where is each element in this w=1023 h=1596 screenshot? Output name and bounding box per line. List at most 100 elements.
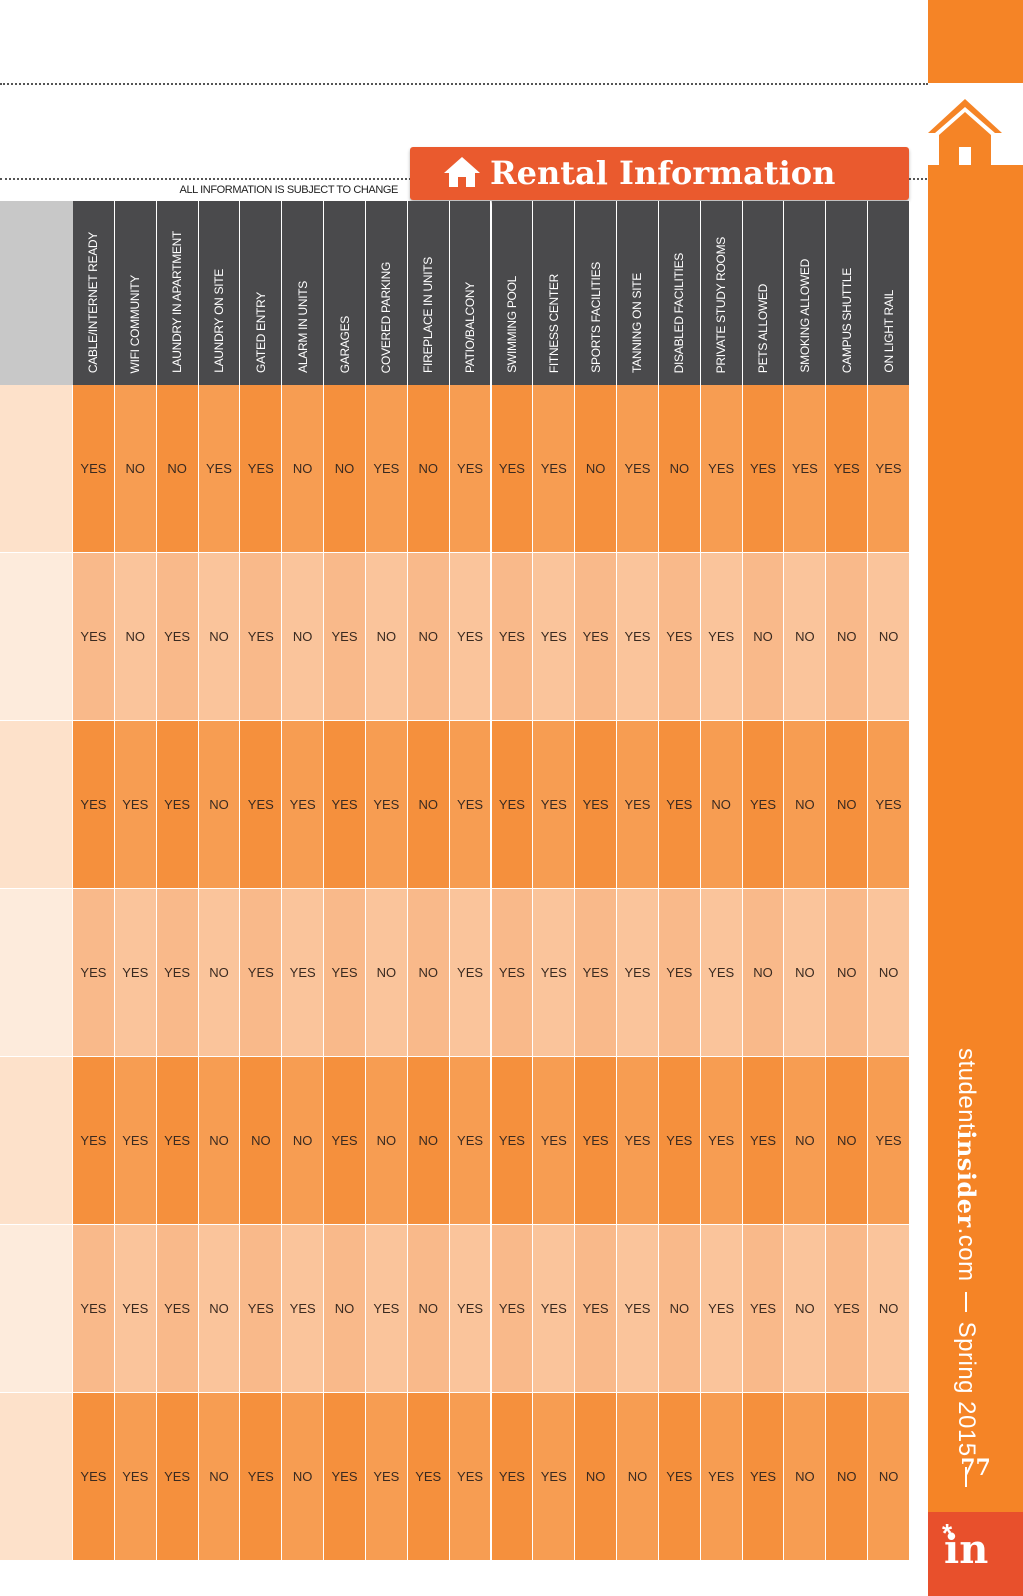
table-cell: NO bbox=[365, 553, 408, 721]
table-cell: YES bbox=[658, 721, 701, 889]
table-cell: NO bbox=[575, 385, 618, 553]
table-cell: YES bbox=[533, 1225, 576, 1393]
table-cell: YES bbox=[240, 721, 283, 889]
table-cell: NO bbox=[282, 1057, 325, 1225]
table-cell: YES bbox=[156, 889, 199, 1057]
table-cell: YES bbox=[575, 721, 618, 889]
header-corner bbox=[0, 201, 73, 385]
table-cell: YES bbox=[282, 721, 325, 889]
table-cell: YES bbox=[491, 1225, 534, 1393]
table-cell: YES bbox=[324, 889, 366, 1057]
table-cell: YES bbox=[73, 385, 115, 553]
column-header: ALARM IN UNITS bbox=[282, 201, 325, 385]
table-cell: YES bbox=[324, 553, 366, 721]
column-header: SPORTS FACILITIES bbox=[575, 201, 618, 385]
table-cell: NO bbox=[784, 1393, 827, 1561]
table-cell: YES bbox=[491, 721, 534, 889]
table-cell: YES bbox=[73, 553, 115, 721]
table-cell: YES bbox=[700, 1393, 743, 1561]
table-cell: YES bbox=[617, 553, 659, 721]
column-label: LAUNDRY IN APARTMENT bbox=[170, 231, 185, 373]
logo-box: * in bbox=[928, 1512, 1023, 1596]
table-cell: NO bbox=[868, 1225, 910, 1393]
table-cell: YES bbox=[449, 553, 492, 721]
column-header: COVERED PARKING bbox=[365, 201, 408, 385]
site-suffix: .com bbox=[953, 1227, 980, 1282]
table-cell: NO bbox=[868, 889, 910, 1057]
table-cell: YES bbox=[533, 385, 576, 553]
season: Spring 2015 bbox=[953, 1321, 980, 1457]
table-cell: YES bbox=[73, 721, 115, 889]
column-label: SMOKING ALLOWED bbox=[797, 259, 812, 373]
column-header: WIFI COMMUNITY bbox=[114, 201, 157, 385]
column-label: PATIO/BALCONY bbox=[463, 281, 478, 373]
column-header: PETS ALLOWED bbox=[742, 201, 785, 385]
table-cell: YES bbox=[575, 1225, 618, 1393]
column-label: FITNESS CENTER bbox=[546, 273, 561, 373]
table-cell: YES bbox=[449, 1393, 492, 1561]
table-cell: YES bbox=[491, 553, 534, 721]
logo-asterisk: * bbox=[942, 1518, 953, 1548]
column-label: ALARM IN UNITS bbox=[295, 281, 310, 373]
table-cell: NO bbox=[324, 385, 366, 553]
table-cell: YES bbox=[700, 889, 743, 1057]
table-cell: YES bbox=[282, 889, 325, 1057]
table-cell: YES bbox=[742, 385, 785, 553]
table-cell: YES bbox=[868, 1057, 910, 1225]
table-cell: NO bbox=[784, 1057, 827, 1225]
table-cell: YES bbox=[700, 1225, 743, 1393]
table-cell: YES bbox=[658, 1393, 701, 1561]
site-name: insider bbox=[952, 1130, 981, 1228]
column-header: ON LIGHT RAIL bbox=[868, 201, 910, 385]
column-header: GATED ENTRY bbox=[240, 201, 283, 385]
table-cell: YES bbox=[868, 721, 910, 889]
table-cell: NO bbox=[198, 889, 241, 1057]
table-cell: NO bbox=[617, 1393, 659, 1561]
column-header: FITNESS CENTER bbox=[533, 201, 576, 385]
table-cell: NO bbox=[198, 1393, 241, 1561]
table-cell: YES bbox=[658, 553, 701, 721]
table-cell: NO bbox=[826, 1057, 869, 1225]
table-cell: YES bbox=[533, 721, 576, 889]
house-icon bbox=[444, 157, 480, 187]
column-header: LAUNDRY IN APARTMENT bbox=[156, 201, 199, 385]
title-banner: Rental Information bbox=[410, 147, 909, 200]
disclaimer: ALL INFORMATION IS SUBJECT TO CHANGE bbox=[179, 184, 399, 196]
table-cell: NO bbox=[826, 889, 869, 1057]
table-cell: YES bbox=[114, 1057, 157, 1225]
table-cell: NO bbox=[658, 1225, 701, 1393]
table-cell: NO bbox=[700, 721, 743, 889]
table-cell: NO bbox=[365, 889, 408, 1057]
row-label-cell bbox=[0, 385, 73, 553]
table-cell: NO bbox=[826, 553, 869, 721]
table-cell: YES bbox=[491, 889, 534, 1057]
column-label: CABLE/INTERNET READY bbox=[86, 231, 101, 373]
table-cell: NO bbox=[826, 721, 869, 889]
column-label: SWIMMING POOL bbox=[504, 276, 519, 373]
table-cell: NO bbox=[282, 1393, 325, 1561]
sidebar-top bbox=[928, 0, 1023, 83]
table-cell: YES bbox=[617, 385, 659, 553]
table-cell: NO bbox=[324, 1225, 366, 1393]
dotted-rule bbox=[0, 83, 928, 85]
column-header: SWIMMING POOL bbox=[491, 201, 534, 385]
table-cell: YES bbox=[826, 385, 869, 553]
column-header: FIREPLACE IN UNITS bbox=[407, 201, 450, 385]
table-cell: YES bbox=[73, 1393, 115, 1561]
table-cell: YES bbox=[365, 1393, 408, 1561]
table-cell: NO bbox=[826, 1393, 869, 1561]
column-label: FIREPLACE IN UNITS bbox=[421, 257, 436, 373]
table-cell: YES bbox=[575, 553, 618, 721]
separator bbox=[965, 1291, 967, 1312]
column-header: TANNING ON SITE bbox=[617, 201, 659, 385]
table-cell: NO bbox=[198, 1057, 241, 1225]
table-cell: YES bbox=[324, 1057, 366, 1225]
table-cell: YES bbox=[156, 553, 199, 721]
row-label-cell bbox=[0, 889, 73, 1057]
table-cell: NO bbox=[407, 1225, 450, 1393]
table-cell: YES bbox=[617, 1057, 659, 1225]
table-cell: YES bbox=[73, 1057, 115, 1225]
table-cell: YES bbox=[240, 553, 283, 721]
table-cell: NO bbox=[868, 553, 910, 721]
